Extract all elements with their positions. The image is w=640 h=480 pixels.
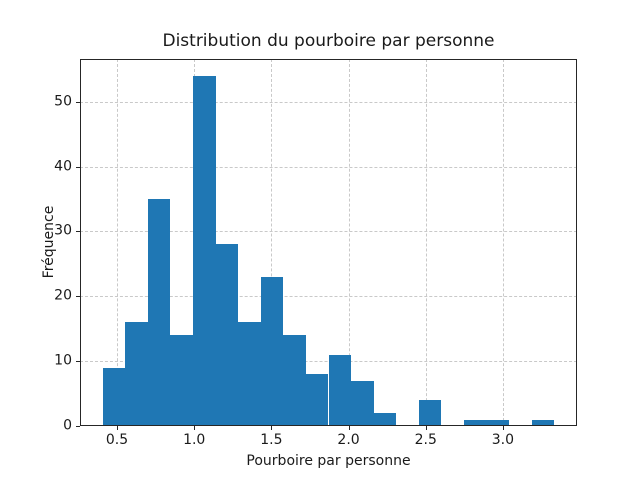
y-gridline: [80, 166, 577, 168]
x-tick-mark: [502, 426, 504, 430]
histogram-bar: [170, 335, 193, 426]
histogram-bar: [260, 276, 284, 426]
y-tick-mark: [76, 101, 80, 103]
y-gridline: [80, 296, 577, 298]
y-tick-mark: [76, 426, 80, 427]
histogram-bar: [531, 419, 555, 426]
x-tick-label: 3.0: [491, 432, 515, 448]
histogram-bar: [125, 322, 148, 426]
histogram-bar: [351, 380, 374, 426]
histogram-bar: [147, 199, 171, 426]
y-tick-label: 0: [63, 417, 72, 434]
histogram-bar: [283, 335, 306, 426]
y-axis-label: Fréquence: [41, 205, 57, 279]
x-tick-mark: [271, 426, 273, 430]
histogram-bar: [328, 354, 352, 426]
histogram-bar: [486, 419, 510, 426]
histogram-bar: [215, 244, 239, 426]
y-gridline: [80, 231, 577, 233]
histogram-bar: [373, 413, 397, 426]
x-tick-mark: [425, 426, 427, 430]
y-gridline: [80, 101, 577, 103]
y-tick-mark: [76, 296, 80, 298]
x-tick-label: 2.5: [414, 432, 437, 448]
x-tick-label: 1.0: [183, 432, 206, 448]
y-tick-label: 10: [54, 352, 72, 369]
x-gridline: [502, 59, 504, 426]
x-tick-mark: [348, 426, 350, 430]
histogram-bar: [305, 374, 329, 426]
y-tick-label: 50: [54, 93, 72, 110]
y-tick-label: 40: [54, 158, 72, 175]
x-tick-label: 1.5: [260, 432, 283, 448]
x-tick-mark: [117, 426, 119, 430]
y-tick-label: 20: [54, 287, 72, 304]
x-gridline: [117, 59, 119, 426]
y-tick-label: 30: [54, 222, 72, 239]
x-tick-label: 2.0: [337, 432, 360, 448]
x-tick-label: 0.5: [105, 432, 129, 448]
x-axis-label: Pourboire par personne: [246, 453, 411, 469]
x-gridline: [425, 59, 427, 426]
chart-title: Distribution du pourboire par personne: [162, 31, 495, 51]
histogram-bar: [102, 367, 126, 426]
histogram-bar: [464, 419, 487, 426]
histogram-bar: [418, 400, 442, 426]
x-tick-mark: [194, 426, 196, 430]
y-tick-mark: [76, 231, 80, 233]
histogram-bar: [238, 322, 261, 426]
x-gridline: [348, 59, 350, 426]
y-tick-mark: [76, 361, 80, 363]
x-gridline: [271, 59, 273, 426]
y-tick-mark: [76, 166, 80, 168]
histogram-bar: [192, 75, 216, 426]
